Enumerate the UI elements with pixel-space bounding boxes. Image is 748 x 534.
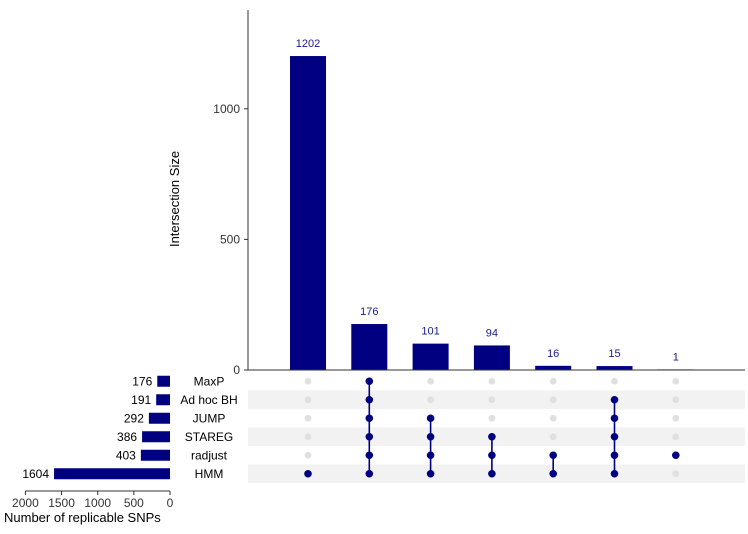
intersection-bar: [351, 324, 388, 370]
matrix-dot-active: [304, 469, 312, 478]
matrix-dot-inactive: [488, 396, 496, 404]
matrix-dot-inactive: [672, 433, 680, 441]
set-size-value: 292: [124, 411, 144, 425]
set-name-label: Ad hoc BH: [180, 393, 237, 407]
matrix-dot-inactive: [611, 377, 618, 385]
matrix-dot-inactive: [304, 433, 312, 441]
matrix-dot-inactive: [427, 377, 434, 385]
set-size-bar: [148, 412, 170, 424]
matrix-dot-active: [672, 451, 680, 460]
intersection-bar: [473, 345, 510, 370]
intersection-bar: [535, 365, 572, 370]
matrix-dot-active: [365, 414, 374, 423]
matrix-dot-active: [610, 432, 619, 441]
matrix-dot-inactive: [427, 396, 434, 404]
matrix-dot-active: [426, 451, 435, 460]
y-tick-label: 1000: [213, 102, 240, 116]
matrix-dot-inactive: [488, 377, 496, 385]
matrix-dot-active: [365, 451, 374, 460]
intersection-bar-label: 1: [673, 351, 679, 363]
matrix-dot-inactive: [672, 470, 680, 478]
intersection-bar-label: 1202: [296, 38, 320, 50]
matrix-dot-active: [426, 469, 435, 478]
matrix-dot-active: [365, 377, 374, 386]
matrix-row-stripe: [248, 464, 745, 483]
matrix-stripes: [248, 390, 745, 483]
set-size-value: 1604: [22, 467, 49, 481]
set-size-value: 403: [116, 448, 136, 462]
intersection-bar-label: 15: [608, 348, 620, 360]
intersection-bar: [596, 366, 633, 370]
matrix-dot-active: [365, 469, 374, 478]
intersection-bar-label: 94: [486, 327, 498, 339]
matrix-dot-active: [488, 432, 496, 441]
matrix-dot-active: [610, 395, 619, 404]
set-size-tick-label: 500: [124, 496, 144, 510]
set-size-axis: Number of replicable SNPs 2000 1500 1000 50…: [4, 490, 174, 525]
intersection-bar-label: 176: [360, 306, 378, 318]
y-tick-label: 0: [233, 363, 240, 377]
set-size-bar: [140, 449, 170, 461]
set-size-tick-label: 1000: [84, 496, 111, 510]
y-tick-label: 500: [220, 232, 240, 246]
matrix-row-stripe: [248, 427, 745, 446]
set-name-label: radjust: [191, 448, 228, 462]
matrix-dot-active: [610, 469, 619, 478]
matrix-dot-inactive: [672, 414, 680, 422]
matrix-dot-inactive: [304, 414, 312, 422]
intersection-bar-label: 16: [547, 348, 559, 360]
matrix-row-stripe: [248, 390, 745, 409]
set-size-bars: 176 MaxP 191 Ad hoc BH 292 JUMP 386 STAREG 403 ra…: [22, 374, 237, 481]
set-size-value: 191: [131, 393, 151, 407]
intersection-bar: [412, 343, 449, 370]
matrix-dot-inactive: [549, 414, 557, 422]
set-size-tick-label: 1500: [48, 496, 75, 510]
matrix-dot-active: [426, 432, 435, 441]
matrix-dot-inactive: [304, 451, 312, 459]
matrix-dot-inactive: [549, 396, 557, 404]
set-size-value: 176: [132, 374, 152, 388]
set-name-label: HMM: [195, 467, 224, 481]
matrix-dot-inactive: [672, 396, 680, 404]
set-size-bar: [156, 394, 170, 406]
set-size-bar: [157, 375, 170, 387]
matrix-dot-active: [365, 395, 374, 404]
matrix-dot-active: [610, 414, 619, 423]
set-size-value: 386: [117, 430, 137, 444]
matrix-dot-active: [488, 469, 496, 478]
matrix-dot-active: [549, 469, 557, 478]
matrix-dot-active: [549, 451, 557, 460]
set-name-label: JUMP: [193, 411, 226, 425]
y-axis-title: Intersection Size: [167, 151, 182, 247]
matrix-dot-inactive: [549, 433, 557, 441]
set-size-tick-label: 0: [167, 496, 174, 510]
set-size-axis-title: Number of replicable SNPs: [4, 510, 161, 525]
intersection-matrix: [304, 377, 680, 478]
y-axis: Intersection Size 0 500 1000: [167, 10, 745, 377]
set-size-bar: [142, 431, 170, 443]
matrix-dot-active: [365, 432, 374, 441]
set-size-tick-label: 2000: [12, 496, 39, 510]
matrix-dot-active: [610, 451, 619, 460]
matrix-dot-inactive: [488, 414, 496, 422]
matrix-dot-inactive: [304, 377, 312, 385]
matrix-dot-inactive: [549, 377, 557, 385]
intersection-bar: [290, 56, 326, 371]
intersection-bars: 1202 176 101 94 16 15 1: [290, 38, 694, 371]
set-name-label: MaxP: [194, 374, 225, 388]
matrix-dot-inactive: [672, 377, 680, 385]
intersection-bar-label: 101: [421, 326, 439, 338]
set-size-bar: [54, 468, 170, 480]
matrix-dot-active: [488, 451, 496, 460]
matrix-dot-inactive: [304, 396, 312, 404]
matrix-dot-active: [426, 414, 435, 423]
set-name-label: STAREG: [185, 430, 233, 444]
